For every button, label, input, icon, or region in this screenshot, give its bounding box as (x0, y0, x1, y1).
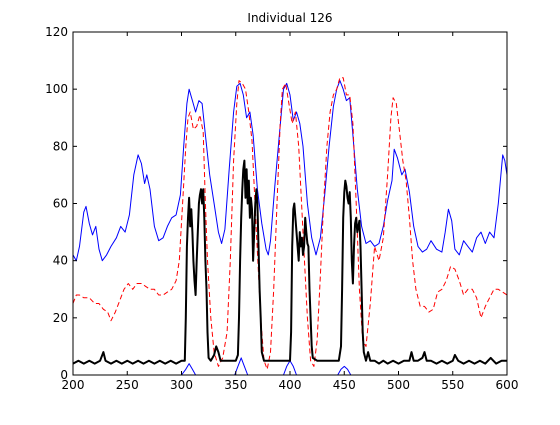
x-tick-label: 200 (62, 378, 85, 392)
x-tick-label: 600 (496, 378, 519, 392)
x-tick-label: 550 (441, 378, 464, 392)
x-tick-label: 450 (333, 378, 356, 392)
x-tick-label: 350 (224, 378, 247, 392)
series-line-4 (234, 357, 249, 376)
x-tick-label: 300 (170, 378, 193, 392)
y-tick-label: 0 (60, 368, 68, 382)
series-line-3 (181, 363, 197, 376)
ticks-layer: 200 250 300 350 400 450 500 550 600 0 20 40 60 80 100 1… (45, 25, 518, 392)
series-layer (72, 77, 508, 376)
x-tick-label: 500 (387, 378, 410, 392)
series-line-6 (337, 365, 352, 376)
y-tick-label: 100 (45, 82, 68, 96)
series-line-7 (72, 159, 507, 365)
y-tick-label: 20 (53, 311, 68, 325)
x-tick-label: 250 (116, 378, 139, 392)
series-line-2 (72, 77, 508, 370)
y-tick-label: 60 (53, 197, 68, 211)
y-tick-label: 40 (53, 254, 68, 268)
y-tick-label: 80 (53, 139, 68, 153)
axes-background (73, 32, 507, 375)
x-tick-label: 400 (279, 378, 302, 392)
y-tick-label: 120 (45, 25, 68, 39)
chart-title: Individual 126 (247, 11, 332, 25)
series-line-1 (72, 80, 508, 262)
